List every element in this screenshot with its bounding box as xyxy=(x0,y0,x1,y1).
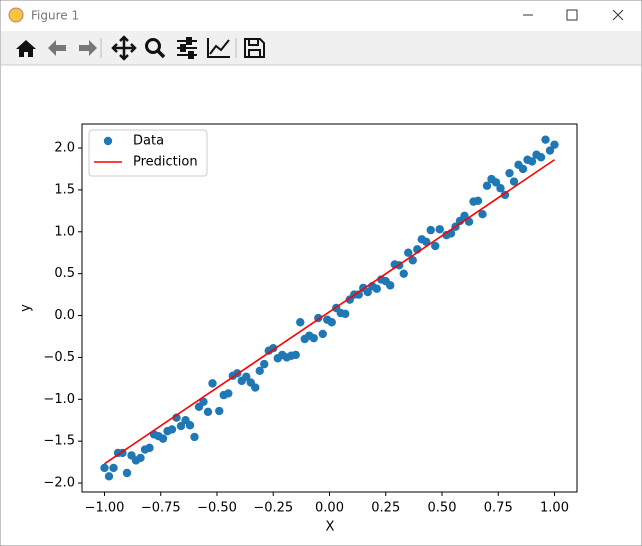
data-point xyxy=(399,269,408,278)
y-tick-label: 0.5 xyxy=(54,266,75,281)
y-tick-label: 2.0 xyxy=(54,141,75,156)
pan-button[interactable] xyxy=(111,35,137,61)
data-point xyxy=(167,425,177,434)
data-point xyxy=(145,443,154,453)
data-point xyxy=(491,178,501,187)
data-point xyxy=(500,190,510,200)
data-point xyxy=(296,318,305,327)
y-tick-label: −0.5 xyxy=(43,350,75,365)
data-point xyxy=(242,372,251,381)
legend-label: Data xyxy=(133,134,164,149)
data-point xyxy=(190,432,199,442)
data-point xyxy=(435,225,444,234)
data-point xyxy=(426,225,435,235)
x-tick-label: 0.75 xyxy=(484,501,513,516)
data-point xyxy=(386,281,395,290)
data-point xyxy=(509,177,519,186)
x-tick-label: 0.00 xyxy=(315,501,344,516)
x-tick-label: −0.75 xyxy=(141,501,181,516)
data-point xyxy=(505,168,514,178)
data-point xyxy=(341,309,350,319)
x-tick-label: 0.25 xyxy=(371,501,400,516)
data-point xyxy=(136,453,145,463)
data-point xyxy=(496,184,505,193)
data-point xyxy=(309,333,318,343)
toolbar xyxy=(1,31,641,66)
data-point xyxy=(255,366,264,376)
legend-label: Prediction xyxy=(133,155,198,170)
data-point xyxy=(251,383,260,392)
data-point xyxy=(473,196,483,205)
data-point xyxy=(109,463,118,473)
data-point xyxy=(327,318,336,327)
data-point xyxy=(203,407,213,417)
zoom-button[interactable] xyxy=(145,38,166,59)
data-point xyxy=(185,421,195,430)
data-point xyxy=(104,472,114,481)
y-tick-label: 1.5 xyxy=(54,182,75,197)
y-tick-label: −2.0 xyxy=(43,476,75,491)
data-point xyxy=(541,135,550,144)
edit-axes-button[interactable] xyxy=(207,38,230,58)
x-tick-label: −1.00 xyxy=(85,501,125,516)
title-bar: Figure 1 xyxy=(8,7,624,23)
data-point xyxy=(478,209,487,219)
axes-frame xyxy=(81,123,578,493)
window-title: Figure 1 xyxy=(31,9,79,23)
y-tick-label: −1.0 xyxy=(43,392,75,407)
x-tick-label: 1.00 xyxy=(540,501,569,516)
data-point xyxy=(518,164,528,174)
legend-marker xyxy=(103,136,113,146)
app-icon xyxy=(8,7,24,23)
data-point xyxy=(122,468,132,478)
data-point xyxy=(208,379,217,388)
maximize-button[interactable] xyxy=(566,9,578,21)
data-point xyxy=(363,287,372,297)
x-tick-label: −0.50 xyxy=(197,501,237,516)
back-button[interactable] xyxy=(48,40,66,56)
prediction-line xyxy=(104,159,555,465)
data-point xyxy=(422,237,431,247)
x-axis-label: X xyxy=(326,520,335,535)
data-point xyxy=(260,359,269,369)
data-point xyxy=(100,463,109,473)
save-button[interactable] xyxy=(244,38,265,58)
data-point xyxy=(545,146,555,155)
data-point xyxy=(482,181,492,190)
home-button[interactable] xyxy=(16,40,36,57)
configure-button[interactable] xyxy=(177,37,197,59)
y-tick-label: 0.0 xyxy=(54,308,75,323)
forward-button[interactable] xyxy=(79,40,97,56)
legend-box xyxy=(88,129,208,177)
data-point xyxy=(404,248,413,257)
data-point xyxy=(550,140,559,149)
x-tick-label: 0.50 xyxy=(428,501,457,516)
data-point xyxy=(215,406,224,416)
x-tick-label: −0.25 xyxy=(253,501,293,516)
data-point xyxy=(372,284,381,293)
data-point xyxy=(176,421,186,431)
data-point xyxy=(431,241,440,251)
data-point xyxy=(224,389,233,398)
data-point xyxy=(199,397,208,407)
close-button[interactable] xyxy=(612,9,624,21)
data-point xyxy=(318,329,327,339)
data-point xyxy=(158,434,168,443)
data-point xyxy=(536,153,546,162)
data-point xyxy=(408,256,417,265)
y-axis-label: y xyxy=(19,304,34,312)
y-tick-label: −1.5 xyxy=(43,434,75,449)
toolbar-bg xyxy=(1,31,641,65)
y-tick-label: 1.0 xyxy=(54,224,75,239)
data-point xyxy=(291,350,300,360)
data-point xyxy=(527,157,537,166)
data-point xyxy=(460,211,469,221)
